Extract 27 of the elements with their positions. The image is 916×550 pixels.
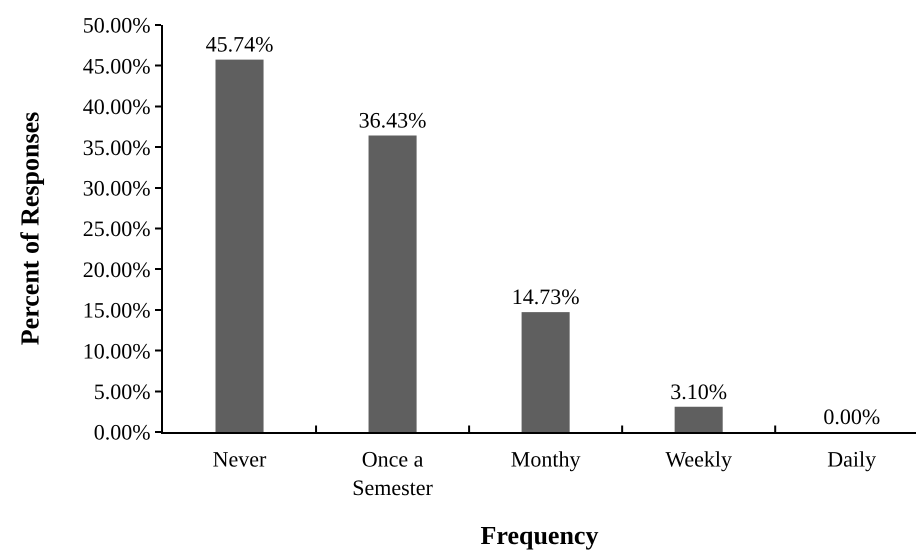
bar [522,312,570,432]
data-label: 0.00% [823,404,880,429]
data-label: 14.73% [512,284,580,310]
x-axis-title: Frequency [480,521,598,550]
bar [216,60,264,432]
x-tick-label: Monthy [510,446,580,472]
y-tick-label: 35.00% [82,134,151,160]
y-tick-label: 30.00% [82,176,151,200]
y-tick-label: 40.00% [82,94,151,120]
y-tick-label: 15.00% [82,298,151,323]
y-tick-label: 10.00% [82,338,151,364]
x-tick-label: Daily [827,446,876,472]
data-label: 45.74% [206,32,274,57]
y-tick-label: 25.00% [82,216,151,242]
y-tick-label: 45.00% [82,53,151,78]
data-label: 36.43% [358,107,426,132]
bar [674,406,723,432]
y-tick-label: 50.00% [82,12,151,38]
bar [368,135,417,432]
y-tick-label: 0.00% [94,420,151,445]
y-tick-label: 20.00% [82,256,151,282]
y-axis-title: Percent of Responses [16,112,45,346]
y-tick-label: 5.00% [94,379,151,404]
x-tick-label: Weekly [665,446,732,472]
x-tick-label: Once a Semester [352,446,434,500]
data-label: 3.10% [670,378,728,404]
x-tick-label: Never [212,446,268,472]
